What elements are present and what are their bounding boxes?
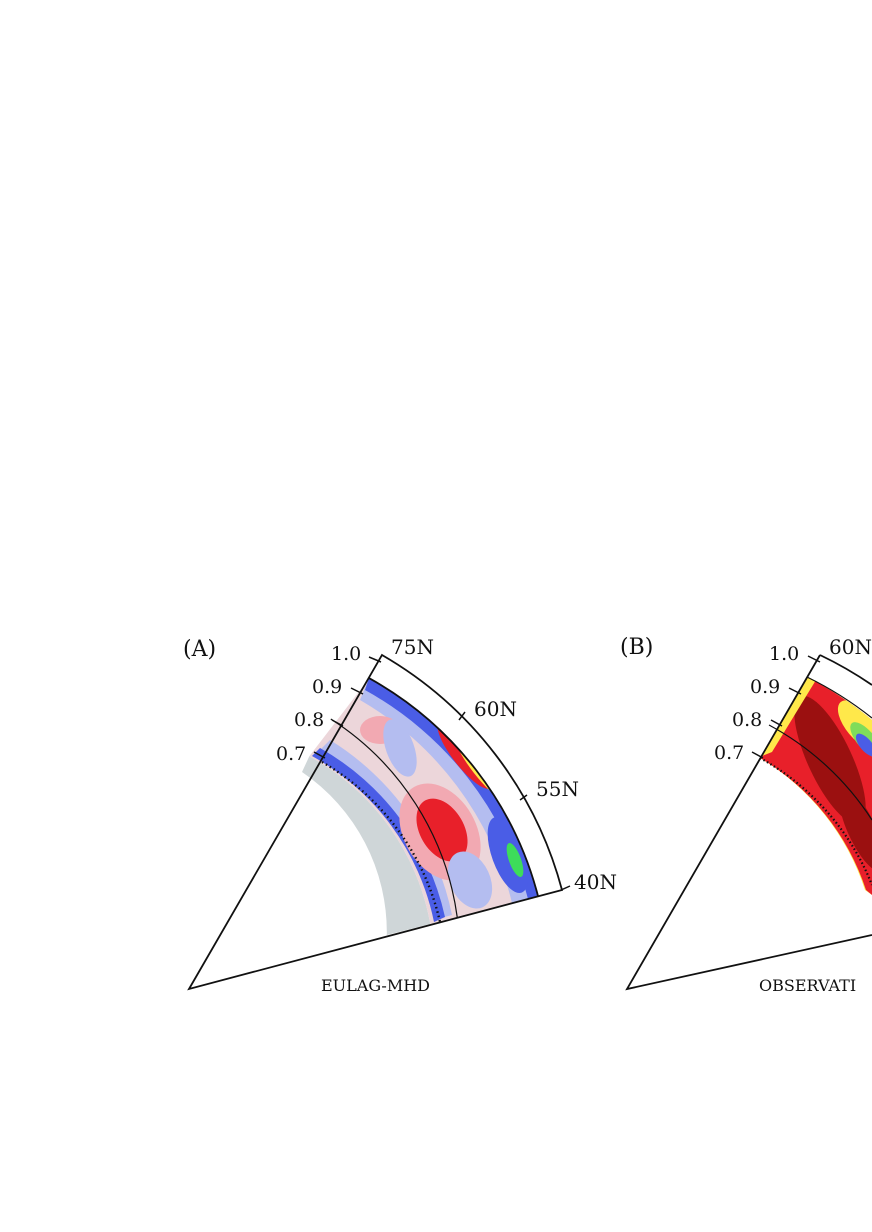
panel-a-radius-label-1-0: 1.0 — [331, 643, 361, 665]
panel-a-lat-label-60n: 60N — [474, 697, 517, 721]
panel-b-arc-0-7 — [759, 757, 872, 886]
panel-b-radius-label-1-0: 1.0 — [769, 643, 799, 665]
panel-a-arc-surface — [368, 677, 540, 898]
panel-a-radius-label-0-9: 0.9 — [312, 676, 342, 698]
panel-b-wedge-outline — [625, 654, 872, 991]
panel-b-caption: OBSERVATI — [759, 976, 856, 995]
panel-a-gray-shell — [302, 756, 431, 935]
panel-a-lat-label-40n: 40N — [574, 870, 617, 894]
panel-a-radius-label-0-8: 0.8 — [294, 709, 324, 731]
panel-b-radius-label-0-8: 0.8 — [732, 709, 762, 731]
panel-a-wedge-outline — [187, 653, 564, 991]
panel-a-lat-label-75n: 75N — [391, 635, 434, 659]
panel-b-radius-label-0-7: 0.7 — [714, 742, 744, 764]
panel-a-caption: EULAG-MHD — [321, 976, 430, 995]
panel-b-arc-surface — [806, 676, 872, 719]
panel-a-lat-label-55n: 55N — [536, 777, 579, 801]
panel-b-arc-0-8 — [768, 724, 872, 821]
panel-a-tag: (A) — [183, 637, 216, 662]
panel-a-arc-0-8 — [330, 718, 458, 918]
panel-a: (A) — [183, 635, 617, 995]
panel-a-contour-field — [302, 678, 539, 935]
panel-b-radius-label-0-9: 0.9 — [750, 676, 780, 698]
panel-a-radius-label-0-7: 0.7 — [276, 743, 306, 765]
panel-b-tag: (B) — [620, 635, 653, 660]
panel-b: (B) 1.0 0.9 0.8 0.7 60N OBSERVATI — [620, 635, 872, 995]
panel-b-arc-outer — [819, 654, 872, 686]
panel-a-ticks — [313, 656, 571, 891]
panel-b-lat-label-60n: 60N — [829, 635, 872, 659]
panel-b-ticks — [751, 655, 821, 759]
